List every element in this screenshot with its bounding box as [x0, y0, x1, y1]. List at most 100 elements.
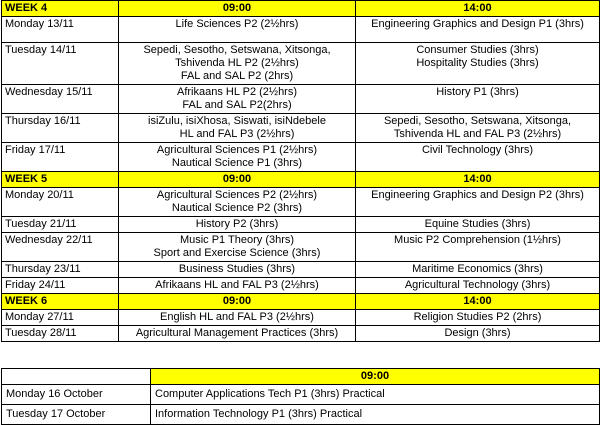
exam: Engineering Graphics and Design P2 (3hrs… — [371, 189, 584, 201]
exam: Life Sciences P2 (2½hrs) — [175, 18, 299, 30]
exam-cell: Religion Studies P2 (2hrs) — [355, 309, 600, 326]
exam: Agricultural Management Practices (3hrs) — [135, 327, 339, 339]
exam-cell: Sepedi, Sesotho, Setswana, Xitsonga, Tshi… — [355, 113, 600, 143]
exam-cell: Engineering Graphics and Design P2 (3hrs… — [355, 187, 600, 217]
exam-cell: Agricultural Sciences P1 (2½hrs) Nautical… — [118, 142, 356, 172]
exam: Sepedi, Sesotho, Setswana, Xitsonga, — [383, 115, 572, 127]
day: Monday 13/11 — [1, 16, 119, 43]
exam: Information Technology P1 (3hrs) Practic… — [150, 404, 600, 425]
exam: Civil Technology (3hrs) — [421, 144, 534, 156]
exam-timetable: WEEK 4 09:00 14:00 Monday 13/11 Life Science… — [1, 0, 600, 342]
day-row: Tuesday 14/11 Sepedi, Sesotho, Setswana, … — [1, 42, 600, 85]
practical-row: Tuesday 17 October Information Technology… — [1, 404, 600, 425]
exam: Maritime Economics (3hrs) — [412, 263, 543, 275]
day-row: Friday 17/11 Agricultural Sciences P1 (2½… — [1, 142, 600, 172]
day-row: Monday 13/11 Life Sciences P2 (2½hrs) Engi… — [1, 16, 600, 43]
exam: Design (3hrs) — [444, 327, 511, 339]
day: Friday 17/11 — [1, 142, 119, 172]
exam-cell: Consumer Studies (3hrs) Hospitality Studi… — [355, 42, 600, 85]
day-row: Tuesday 28/11 Agricultural Management Pra… — [1, 325, 600, 342]
day: Tuesday 17 October — [1, 404, 151, 425]
exam: FAL and SAL P2(2hrs) — [182, 99, 292, 111]
exam: Business Studies (3hrs) — [178, 263, 296, 275]
exam-cell: Agricultural Technology (3hrs) — [355, 277, 600, 294]
week-header: WEEK 6 09:00 14:00 — [1, 293, 600, 310]
exam: Agricultural Sciences P1 (2½hrs) — [156, 144, 318, 156]
exam: Agricultural Sciences P2 (2½hrs) — [156, 189, 318, 201]
day: Wednesday 15/11 — [1, 84, 119, 114]
exam-cell: History P1 (3hrs) — [355, 84, 600, 114]
day: Friday 24/11 — [1, 277, 119, 294]
exam: Hospitality Studies (3hrs) — [416, 57, 539, 69]
session-time: 14:00 — [355, 0, 600, 17]
exam-cell: Sepedi, Sesotho, Setswana, Xitsonga, Tshi… — [118, 42, 356, 85]
day: Tuesday 14/11 — [1, 42, 119, 85]
exam-cell: Engineering Graphics and Design P1 (3hrs… — [355, 16, 600, 43]
practicals-header: 09:00 — [1, 368, 600, 385]
day-row: Tuesday 21/11 History P2 (3hrs) Equine Stu… — [1, 216, 600, 233]
exam-cell: Agricultural Sciences P2 (2½hrs) Nautical… — [118, 187, 356, 217]
exam-cell: Agricultural Management Practices (3hrs) — [118, 325, 356, 342]
exam-cell: Music P2 Comprehension (1½hrs) — [355, 232, 600, 262]
exam: FAL and SAL P2 (2hrs) — [180, 70, 294, 82]
day-row: Wednesday 22/11 Music P1 Theory (3hrs) Spo… — [1, 232, 600, 262]
exam: Afrikaans HL P2 (2½hrs) — [176, 86, 298, 98]
session-time: 09:00 — [118, 171, 356, 188]
day-row: Wednesday 15/11 Afrikaans HL P2 (2½hrs) FA… — [1, 84, 600, 114]
exam-cell: Business Studies (3hrs) — [118, 261, 356, 278]
exam: Nautical Science P1 (3hrs) — [171, 157, 303, 169]
day-row: Monday 27/11 English HL and FAL P3 (2½hrs… — [1, 309, 600, 326]
session-time: 09:00 — [118, 293, 356, 310]
exam: HL and FAL P3 (2½hrs) — [179, 128, 295, 140]
week-label: WEEK 5 — [1, 171, 119, 188]
exam: isiZulu, isiXhosa, Siswati, isiNdebele — [148, 115, 326, 127]
exam-cell: Civil Technology (3hrs) — [355, 142, 600, 172]
day: Monday 16 October — [1, 384, 151, 405]
exam: History P1 (3hrs) — [436, 86, 519, 98]
day: Thursday 16/11 — [1, 113, 119, 143]
session-time: 14:00 — [355, 171, 600, 188]
session-time: 09:00 — [150, 368, 600, 385]
day-row: Thursday 16/11 isiZulu, isiXhosa, Siswati… — [1, 113, 600, 143]
day: Thursday 23/11 — [1, 261, 119, 278]
week-label: WEEK 4 — [1, 0, 119, 17]
exam: Engineering Graphics and Design P1 (3hrs… — [371, 18, 584, 30]
exam: Afrikaans HL and FAL P3 (2½hrs) — [155, 279, 319, 291]
exam-cell: English HL and FAL P3 (2½hrs) — [118, 309, 356, 326]
exam: Tshivenda HL P2 (2½hrs) — [175, 57, 299, 69]
session-time: 09:00 — [118, 0, 356, 17]
exam: Sepedi, Sesotho, Setswana, Xitsonga, — [143, 44, 331, 56]
exam: Tshivenda HL and FAL P3 (2½hrs) — [393, 128, 562, 140]
exam-cell: Afrikaans HL and FAL P3 (2½hrs) — [118, 277, 356, 294]
exam: Consumer Studies (3hrs) — [416, 44, 539, 56]
practical-row: Monday 16 October Computer Applications T… — [1, 384, 600, 405]
exam-cell: Equine Studies (3hrs) — [355, 216, 600, 233]
exam-cell: Music P1 Theory (3hrs) Sport and Exercise… — [118, 232, 356, 262]
exam: Computer Applications Tech P1 (3hrs) Pra… — [150, 384, 600, 405]
exam-cell: Afrikaans HL P2 (2½hrs) FAL and SAL P2(2h… — [118, 84, 356, 114]
exam: English HL and FAL P3 (2½hrs) — [160, 311, 314, 323]
exam: Agricultural Technology (3hrs) — [404, 279, 551, 291]
practicals-table: 09:00 Monday 16 October Computer Applicati… — [1, 368, 600, 425]
day: Monday 20/11 — [1, 187, 119, 217]
day: Monday 27/11 — [1, 309, 119, 326]
day-row: Monday 20/11 Agricultural Sciences P2 (2½… — [1, 187, 600, 217]
exam-cell: Design (3hrs) — [355, 325, 600, 342]
week-label: WEEK 6 — [1, 293, 119, 310]
week-header: WEEK 4 09:00 14:00 — [1, 0, 600, 17]
exam: Equine Studies (3hrs) — [424, 218, 531, 230]
session-time: 14:00 — [355, 293, 600, 310]
exam-cell: isiZulu, isiXhosa, Siswati, isiNdebele HL… — [118, 113, 356, 143]
exam: Music P1 Theory (3hrs) — [179, 234, 295, 246]
day-row: Friday 24/11 Afrikaans HL and FAL P3 (2½h… — [1, 277, 600, 294]
exam: Music P2 Comprehension (1½hrs) — [394, 234, 561, 246]
day: Tuesday 28/11 — [1, 325, 119, 342]
exam: Nautical Science P2 (3hrs) — [171, 202, 303, 214]
exam: History P2 (3hrs) — [195, 218, 279, 230]
blank-cell — [1, 368, 151, 385]
exam: Religion Studies P2 (2hrs) — [413, 311, 542, 323]
day: Wednesday 22/11 — [1, 232, 119, 262]
day: Tuesday 21/11 — [1, 216, 119, 233]
exam-cell: Life Sciences P2 (2½hrs) — [118, 16, 356, 43]
